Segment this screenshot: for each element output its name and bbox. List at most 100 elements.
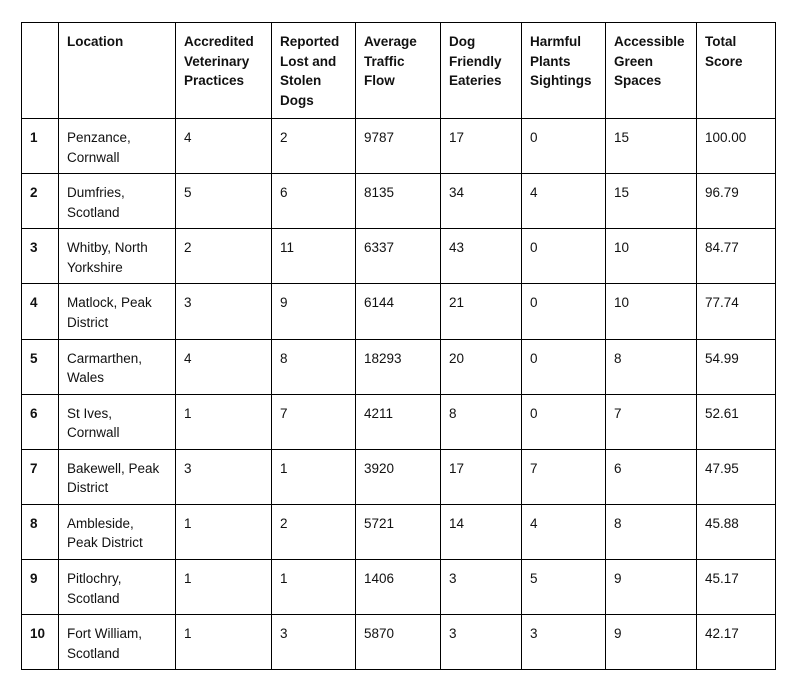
table-row: 2 Dumfries, Scotland 5 6 8135 34 4 15 96… [21, 173, 776, 230]
eateries-cell: 3 [440, 614, 522, 671]
rank-cell: 4 [21, 283, 59, 340]
table-row: 5 Carmarthen, Wales 4 8 18293 20 0 8 54.… [21, 338, 776, 395]
rank-cell: 10 [21, 614, 59, 671]
header-location: Location [58, 22, 176, 119]
total-score-cell: 100.00 [696, 117, 776, 175]
vet-practices-cell: 1 [175, 558, 272, 616]
total-score-cell: 47.95 [696, 448, 776, 505]
eateries-cell: 17 [440, 117, 522, 175]
eateries-cell: 21 [440, 283, 522, 340]
total-score-cell: 52.61 [696, 393, 776, 450]
traffic-flow-cell: 4211 [355, 393, 441, 450]
header-vet-practices: Accredited Veterinary Practices [175, 22, 272, 119]
location-cell: Fort William, Scotland [58, 614, 176, 671]
rank-cell: 6 [21, 393, 59, 450]
location-cell: St Ives, Cornwall [58, 393, 176, 450]
plant-sightings-cell: 4 [521, 173, 606, 230]
vet-practices-cell: 1 [175, 503, 272, 561]
eateries-cell: 43 [440, 228, 522, 285]
lost-stolen-dogs-cell: 9 [271, 283, 356, 340]
green-spaces-cell: 8 [605, 338, 697, 395]
lost-stolen-dogs-cell: 2 [271, 503, 356, 561]
vet-practices-cell: 1 [175, 393, 272, 450]
green-spaces-cell: 15 [605, 117, 697, 175]
green-spaces-cell: 10 [605, 228, 697, 285]
table-row: 10 Fort William, Scotland 1 3 5870 3 3 9… [21, 614, 776, 671]
table-row: 1 Penzance, Cornwall 4 2 9787 17 0 15 10… [21, 117, 776, 175]
table-row: 9 Pitlochry, Scotland 1 1 1406 3 5 9 45.… [21, 558, 776, 616]
plant-sightings-cell: 0 [521, 338, 606, 395]
rank-cell: 1 [21, 117, 59, 175]
location-cell: Penzance, Cornwall [58, 117, 176, 175]
total-score-cell: 45.88 [696, 503, 776, 561]
lost-stolen-dogs-cell: 11 [271, 228, 356, 285]
traffic-flow-cell: 18293 [355, 338, 441, 395]
total-score-cell: 84.77 [696, 228, 776, 285]
traffic-flow-cell: 3920 [355, 448, 441, 505]
green-spaces-cell: 7 [605, 393, 697, 450]
traffic-flow-cell: 9787 [355, 117, 441, 175]
plant-sightings-cell: 0 [521, 117, 606, 175]
total-score-cell: 42.17 [696, 614, 776, 671]
header-total-score: Total Score [696, 22, 776, 119]
plant-sightings-cell: 0 [521, 283, 606, 340]
table-row: 6 St Ives, Cornwall 1 7 4211 8 0 7 52.61 [21, 393, 776, 450]
header-traffic-flow: Average Traffic Flow [355, 22, 441, 119]
eateries-cell: 17 [440, 448, 522, 505]
green-spaces-cell: 9 [605, 614, 697, 671]
header-rank [21, 22, 59, 119]
plant-sightings-cell: 5 [521, 558, 606, 616]
location-cell: Matlock, Peak District [58, 283, 176, 340]
vet-practices-cell: 3 [175, 448, 272, 505]
rank-cell: 7 [21, 448, 59, 505]
green-spaces-cell: 8 [605, 503, 697, 561]
dog-friendly-locations-table: Location Accredited Veterinary Practices… [21, 22, 776, 671]
plant-sightings-cell: 0 [521, 393, 606, 450]
eateries-cell: 8 [440, 393, 522, 450]
header-row: Location Accredited Veterinary Practices… [21, 22, 776, 119]
total-score-cell: 54.99 [696, 338, 776, 395]
lost-stolen-dogs-cell: 1 [271, 448, 356, 505]
vet-practices-cell: 4 [175, 117, 272, 175]
traffic-flow-cell: 5721 [355, 503, 441, 561]
lost-stolen-dogs-cell: 2 [271, 117, 356, 175]
vet-practices-cell: 4 [175, 338, 272, 395]
traffic-flow-cell: 6337 [355, 228, 441, 285]
traffic-flow-cell: 5870 [355, 614, 441, 671]
green-spaces-cell: 6 [605, 448, 697, 505]
traffic-flow-cell: 1406 [355, 558, 441, 616]
total-score-cell: 77.74 [696, 283, 776, 340]
lost-stolen-dogs-cell: 8 [271, 338, 356, 395]
header-eateries: Dog Friendly Eateries [440, 22, 522, 119]
header-green-spaces: Accessible Green Spaces [605, 22, 697, 119]
lost-stolen-dogs-cell: 7 [271, 393, 356, 450]
table-row: 3 Whitby, North Yorkshire 2 11 6337 43 0… [21, 228, 776, 285]
traffic-flow-cell: 6144 [355, 283, 441, 340]
location-cell: Dumfries, Scotland [58, 173, 176, 230]
total-score-cell: 45.17 [696, 558, 776, 616]
traffic-flow-cell: 8135 [355, 173, 441, 230]
lost-stolen-dogs-cell: 6 [271, 173, 356, 230]
eateries-cell: 20 [440, 338, 522, 395]
header-lost-stolen-dogs: Reported Lost and Stolen Dogs [271, 22, 356, 119]
plant-sightings-cell: 0 [521, 228, 606, 285]
table-row: 4 Matlock, Peak District 3 9 6144 21 0 1… [21, 283, 776, 340]
rank-cell: 5 [21, 338, 59, 395]
rank-cell: 8 [21, 503, 59, 561]
location-cell: Bakewell, Peak District [58, 448, 176, 505]
rank-cell: 3 [21, 228, 59, 285]
vet-practices-cell: 2 [175, 228, 272, 285]
lost-stolen-dogs-cell: 3 [271, 614, 356, 671]
vet-practices-cell: 3 [175, 283, 272, 340]
location-cell: Pitlochry, Scotland [58, 558, 176, 616]
location-cell: Ambleside, Peak District [58, 503, 176, 561]
green-spaces-cell: 15 [605, 173, 697, 230]
total-score-cell: 96.79 [696, 173, 776, 230]
vet-practices-cell: 1 [175, 614, 272, 671]
eateries-cell: 34 [440, 173, 522, 230]
location-cell: Whitby, North Yorkshire [58, 228, 176, 285]
plant-sightings-cell: 3 [521, 614, 606, 671]
green-spaces-cell: 9 [605, 558, 697, 616]
header-plant-sightings: Harmful Plants Sightings [521, 22, 606, 119]
table-row: 7 Bakewell, Peak District 3 1 3920 17 7 … [21, 448, 776, 505]
